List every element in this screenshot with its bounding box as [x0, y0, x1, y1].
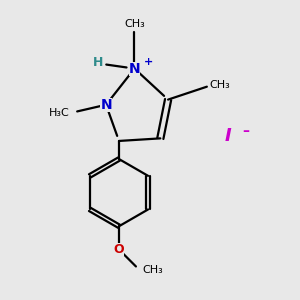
Text: I: I — [224, 127, 231, 145]
Text: –: – — [242, 124, 249, 138]
Text: +: + — [144, 57, 153, 67]
Text: N: N — [100, 98, 112, 112]
Text: CH₃: CH₃ — [124, 19, 145, 28]
Text: H₃C: H₃C — [49, 107, 70, 118]
Text: N: N — [129, 61, 140, 76]
Text: H: H — [93, 56, 104, 69]
Text: CH₃: CH₃ — [142, 265, 163, 275]
Text: CH₃: CH₃ — [209, 80, 230, 90]
Text: O: O — [114, 243, 124, 256]
